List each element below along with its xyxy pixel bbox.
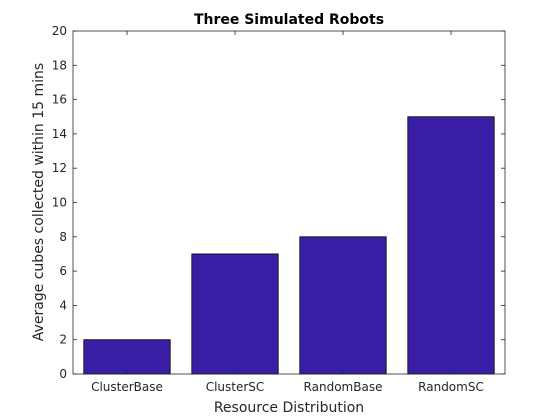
x-axis-label: Resource Distribution (214, 400, 364, 416)
y-tick-label: 6 (59, 264, 67, 278)
y-tick-label: 16 (52, 93, 67, 107)
y-tick-label: 8 (59, 230, 67, 244)
y-tick-label: 12 (52, 161, 67, 175)
y-axis-label: Average cubes collected within 15 mins (31, 63, 47, 341)
x-tick-label: RandomBase (304, 380, 383, 394)
plot-area: 0 2 4 6 8 10 12 14 16 18 20 ClusterBase ClusterSC Ran… (52, 24, 506, 394)
y-tick-label: 18 (52, 58, 67, 72)
y-tick-label: 4 (59, 298, 67, 312)
chart-title: Three Simulated Robots (194, 12, 384, 28)
bar-clusterbase (83, 339, 171, 375)
y-tick-label: 14 (52, 127, 67, 141)
x-tick-label: ClusterSC (206, 380, 265, 394)
y-tick-label: 20 (52, 24, 67, 38)
x-tick-label: RandomSC (418, 380, 484, 394)
y-tick-label: 10 (52, 196, 67, 210)
bar-clustersc (191, 253, 279, 375)
bar-randombase (299, 236, 387, 375)
y-tick-label: 2 (59, 333, 67, 347)
y-tick-label: 0 (59, 367, 67, 381)
x-tick-label: ClusterBase (91, 380, 163, 394)
bar-randomsc (407, 116, 495, 375)
